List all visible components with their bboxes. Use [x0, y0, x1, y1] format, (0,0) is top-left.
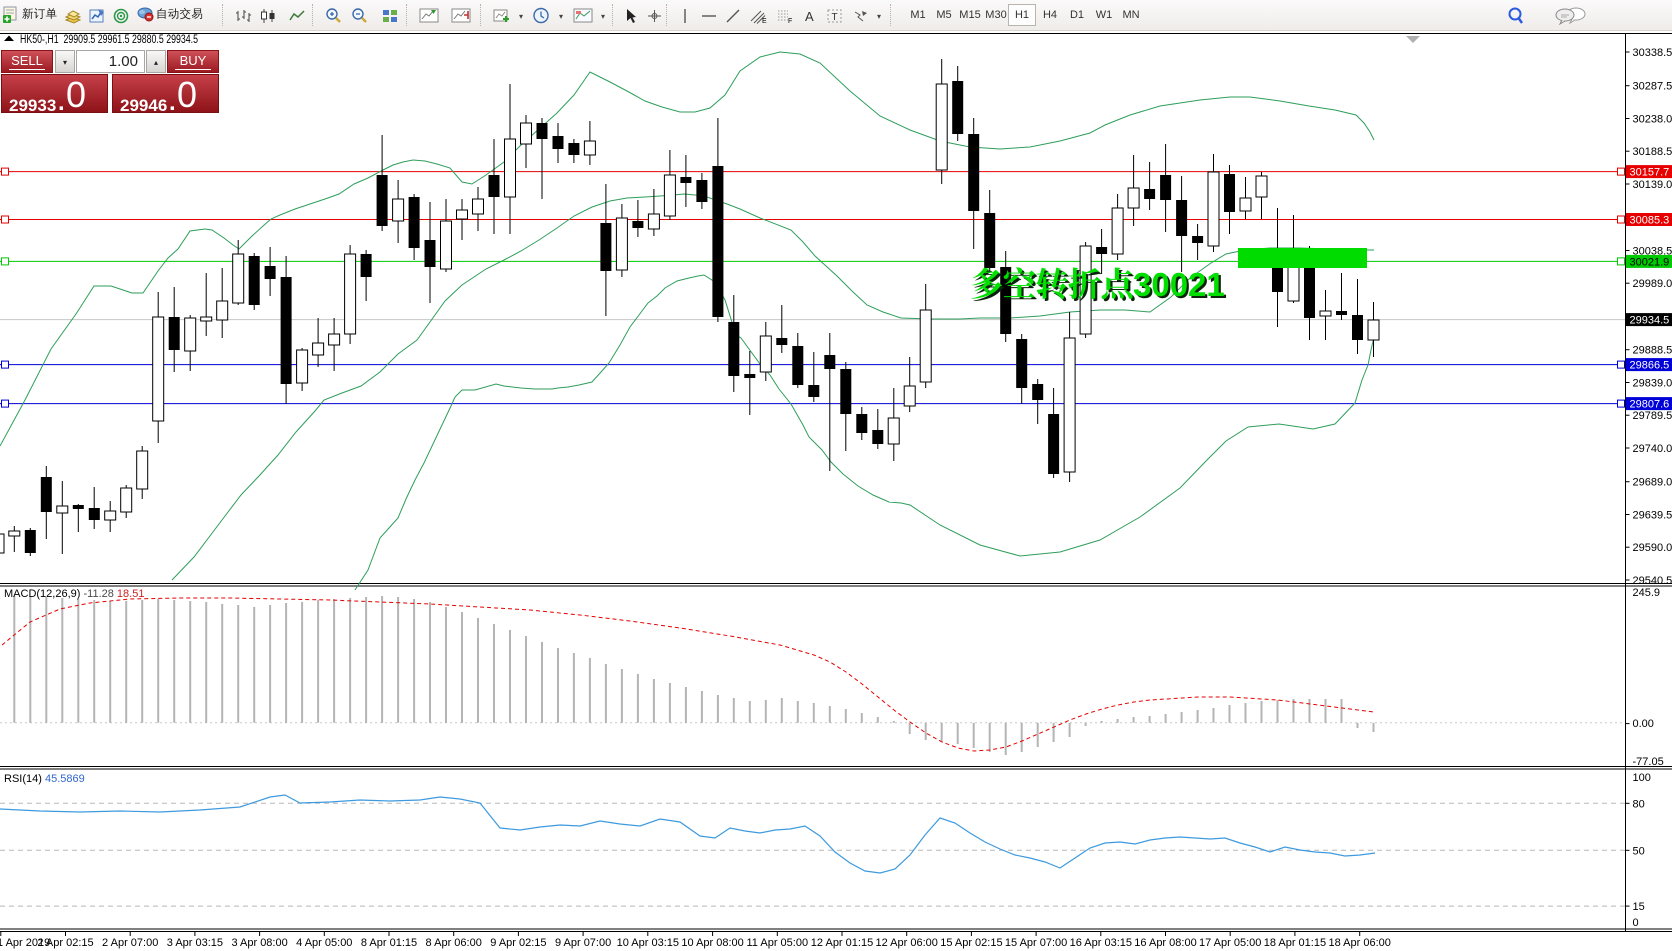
svg-text:2 Apr 02:15: 2 Apr 02:15 [37, 937, 93, 949]
svg-text:245.9: 245.9 [1633, 587, 1661, 599]
svg-text:29689.0: 29689.0 [1633, 477, 1672, 489]
svg-text:10 Apr 08:00: 10 Apr 08:00 [681, 937, 743, 949]
svg-text:30287.5: 30287.5 [1633, 81, 1672, 93]
svg-text:80: 80 [1633, 798, 1645, 810]
svg-text:29888.5: 29888.5 [1633, 345, 1672, 357]
svg-text:50: 50 [1633, 845, 1645, 857]
svg-text:30021: 30021 [1135, 268, 1227, 305]
svg-text:RSI(14) 45.5869: RSI(14) 45.5869 [4, 773, 85, 785]
svg-text:29789.5: 29789.5 [1633, 410, 1672, 422]
svg-text:12 Apr 06:00: 12 Apr 06:00 [876, 937, 938, 949]
svg-text:9 Apr 07:00: 9 Apr 07:00 [555, 937, 611, 949]
svg-text:100: 100 [1633, 772, 1651, 784]
svg-text:30238.0: 30238.0 [1633, 114, 1672, 126]
svg-text:16 Apr 08:00: 16 Apr 08:00 [1134, 937, 1196, 949]
svg-text:15 Apr 02:15: 15 Apr 02:15 [940, 937, 1002, 949]
svg-text:29639.5: 29639.5 [1633, 510, 1672, 522]
svg-text:T: T [832, 12, 838, 23]
svg-text:1 Apr 2019: 1 Apr 2019 [0, 937, 50, 949]
svg-text:10 Apr 03:15: 10 Apr 03:15 [617, 937, 679, 949]
svg-text:MACD(12,26,9) -11.28 18.51: MACD(12,26,9) -11.28 18.51 [4, 588, 144, 600]
svg-text:3 Apr 03:15: 3 Apr 03:15 [167, 937, 223, 949]
svg-text:29807.6: 29807.6 [1630, 399, 1670, 411]
svg-text:29934.5: 29934.5 [1630, 315, 1670, 327]
svg-text:30021: 30021 [1133, 266, 1225, 303]
svg-text:0: 0 [1633, 917, 1639, 929]
svg-text:16 Apr 03:15: 16 Apr 03:15 [1070, 937, 1132, 949]
svg-text:12 Apr 01:15: 12 Apr 01:15 [811, 937, 873, 949]
svg-text:29839.0: 29839.0 [1633, 378, 1672, 390]
svg-text:8 Apr 01:15: 8 Apr 01:15 [361, 937, 417, 949]
svg-text:HK50-,H1 29909.5 29961.5 2988: HK50-,H1 29909.5 29961.5 29880.5 29934.5 [20, 34, 198, 46]
svg-text:30188.5: 30188.5 [1633, 146, 1672, 158]
svg-text:15 Apr 07:00: 15 Apr 07:00 [1005, 937, 1067, 949]
svg-text:30139.0: 30139.0 [1633, 179, 1672, 191]
svg-text:30157.7: 30157.7 [1630, 167, 1670, 179]
svg-text:29866.5: 29866.5 [1630, 360, 1670, 372]
svg-text:29740.0: 29740.0 [1633, 443, 1672, 455]
svg-text:30085.3: 30085.3 [1630, 215, 1670, 227]
svg-text:3 Apr 08:00: 3 Apr 08:00 [231, 937, 287, 949]
svg-text:F: F [788, 18, 792, 24]
svg-text:11 Apr 05:00: 11 Apr 05:00 [747, 937, 809, 949]
svg-text:4 Apr 05:00: 4 Apr 05:00 [296, 937, 352, 949]
svg-text:30038.5: 30038.5 [1633, 246, 1672, 258]
svg-text:15: 15 [1633, 901, 1645, 913]
svg-text:17 Apr 05:00: 17 Apr 05:00 [1199, 937, 1261, 949]
svg-text:29590.0: 29590.0 [1633, 542, 1672, 554]
svg-text:18 Apr 01:15: 18 Apr 01:15 [1264, 937, 1326, 949]
svg-text:2 Apr 07:00: 2 Apr 07:00 [102, 937, 158, 949]
svg-text:E: E [762, 18, 767, 24]
svg-text:18 Apr 06:00: 18 Apr 06:00 [1329, 937, 1391, 949]
svg-text:-77.05: -77.05 [1633, 756, 1664, 768]
svg-text:29540.5: 29540.5 [1633, 575, 1672, 587]
svg-text:0.00: 0.00 [1633, 718, 1654, 730]
svg-text:A: A [805, 9, 814, 24]
svg-text:30338.5: 30338.5 [1633, 47, 1672, 59]
svg-text:8 Apr 06:00: 8 Apr 06:00 [426, 937, 482, 949]
svg-text:29989.0: 29989.0 [1633, 278, 1672, 290]
svg-text:30021.9: 30021.9 [1630, 256, 1670, 268]
svg-text:9 Apr 02:15: 9 Apr 02:15 [490, 937, 546, 949]
